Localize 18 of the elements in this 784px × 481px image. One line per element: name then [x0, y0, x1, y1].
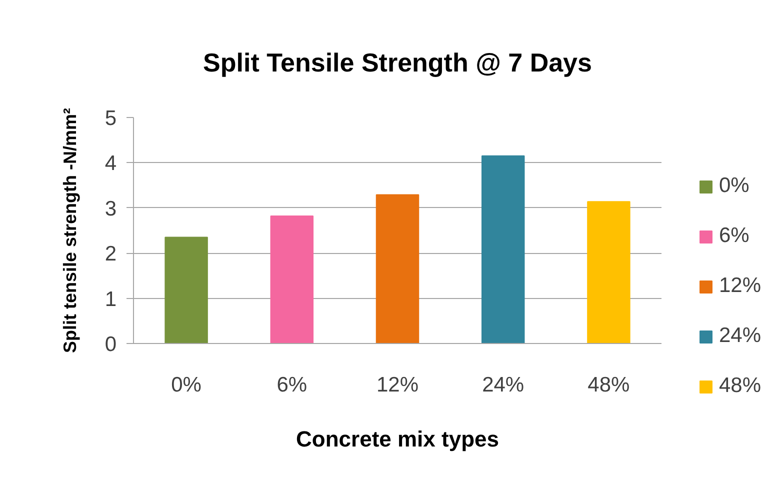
y-tick-label: 5: [104, 107, 117, 130]
x-tick-label: 24%: [482, 374, 524, 396]
y-tick-label: 2: [104, 242, 117, 266]
x-tick-label: 0%: [171, 374, 202, 396]
legend-label: 0%: [719, 174, 750, 198]
x-tick-label: 6%: [276, 374, 308, 396]
chart-title: Split Tensile Strength @ 7 Days: [203, 48, 592, 78]
y-tick-label: 3: [104, 197, 117, 220]
y-tick-label: 1: [104, 288, 117, 311]
y-axis-title: Split tensile strength -N/mm²: [60, 108, 80, 354]
x-tick-label: 12%: [376, 374, 419, 396]
y-tick-label: 4: [104, 152, 117, 176]
legend-label: 24%: [719, 324, 762, 348]
x-axis-title: Concrete mix types: [296, 426, 499, 452]
y-tick-label: 0: [104, 333, 117, 356]
x-tick-label: 48%: [588, 374, 630, 396]
legend-label: 12%: [719, 274, 762, 298]
legend-label: 6%: [719, 224, 750, 248]
